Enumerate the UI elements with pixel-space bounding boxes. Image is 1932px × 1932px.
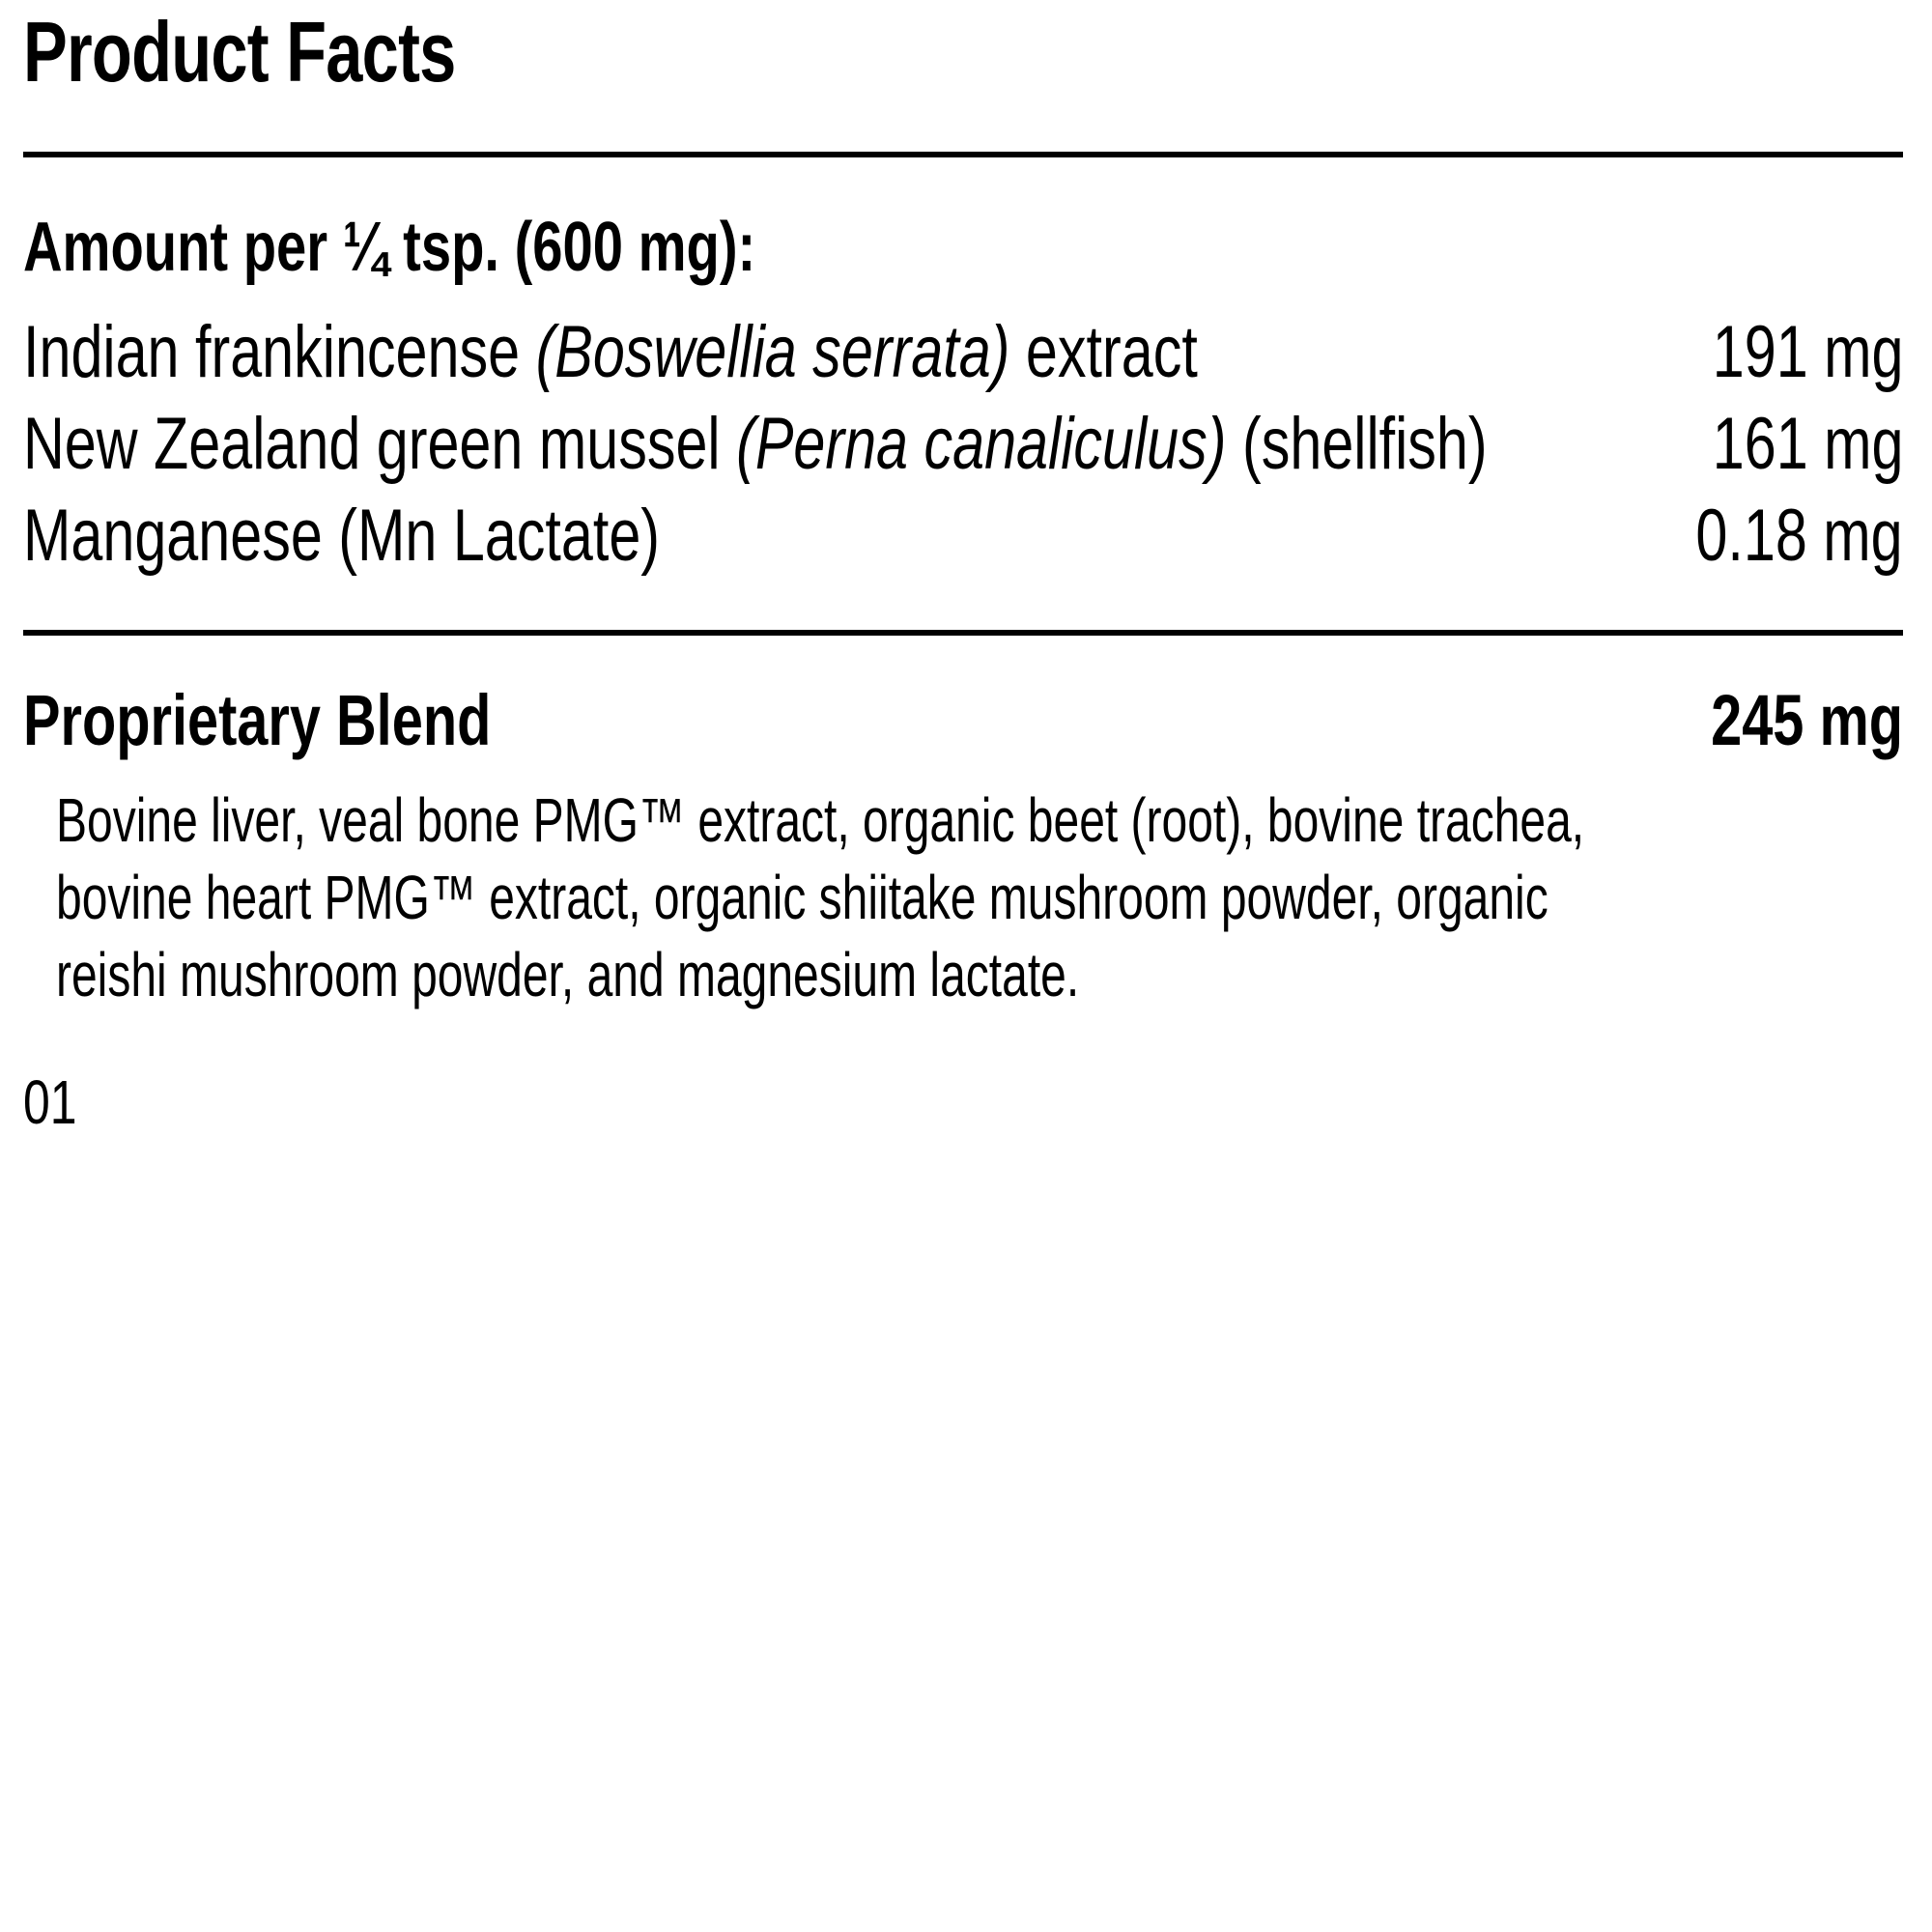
ingredient-name: Manganese (Mn Lactate) <box>23 490 1637 582</box>
proprietary-blend-description: Bovine liver, veal bone PMG™ extract, or… <box>56 785 1585 1009</box>
ingredient-name-text: Indian frankincense <box>23 311 536 393</box>
ingredient-name-suffix: extract <box>1009 311 1198 393</box>
page-title-text: Product Facts <box>23 4 456 99</box>
serving-size-heading-text: Amount per ¼ tsp. (600 mg): <box>23 209 756 286</box>
ingredient-amount-text: 161 mg <box>1712 403 1903 485</box>
proprietary-blend-label: Proprietary Blend <box>23 685 623 756</box>
proprietary-blend-row: Proprietary Blend 245 mg <box>23 685 1903 756</box>
ingredient-name-text: Manganese (Mn Lactate) <box>23 495 661 577</box>
table-row: New Zealand green mussel (Perna canalicu… <box>23 398 1903 490</box>
ingredient-table: Indian frankincense (Boswellia serrata) … <box>23 306 1903 582</box>
divider-middle <box>23 630 1903 636</box>
ingredient-amount-text: 191 mg <box>1712 311 1903 393</box>
divider-top <box>23 152 1903 157</box>
proprietary-blend-amount-text: 245 mg <box>1711 680 1903 760</box>
page-title: Product Facts <box>23 10 578 95</box>
serving-size-heading: Amount per ¼ tsp. (600 mg): <box>23 213 962 282</box>
table-row: Manganese (Mn Lactate) 0.18 mg <box>23 490 1903 582</box>
table-row: Indian frankincense (Boswellia serrata) … <box>23 306 1903 398</box>
footnote-code-text: 01 <box>23 1067 77 1137</box>
ingredient-latin-name: (Boswellia serrata) <box>535 311 1010 393</box>
ingredient-amount: 0.18 mg <box>1637 490 1903 582</box>
footnote-code: 01 <box>23 1071 92 1133</box>
ingredient-amount: 191 mg <box>1659 306 1903 398</box>
ingredient-latin-name: (Perna canaliculus) <box>736 403 1227 485</box>
ingredient-amount-text: 0.18 mg <box>1695 495 1903 577</box>
ingredient-amount: 161 mg <box>1659 398 1903 490</box>
ingredient-name-text: New Zealand green mussel <box>23 403 737 485</box>
proprietary-blend-amount: 245 mg <box>1657 685 1903 756</box>
proprietary-blend-label-text: Proprietary Blend <box>23 680 492 760</box>
ingredient-name: Indian frankincense (Boswellia serrata) … <box>23 306 1659 398</box>
ingredient-name-suffix: (shellfish) <box>1226 403 1488 485</box>
ingredient-name: New Zealand green mussel (Perna canalicu… <box>23 398 1659 490</box>
